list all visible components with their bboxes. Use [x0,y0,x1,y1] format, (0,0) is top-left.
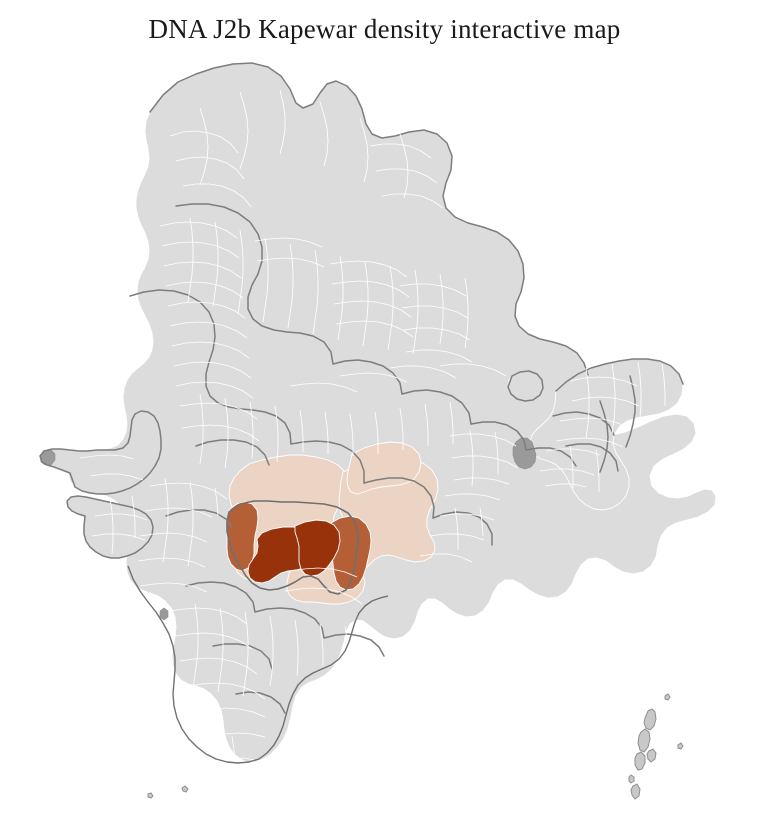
map-canvas[interactable] [0,46,769,815]
india-density-map[interactable] [0,46,769,815]
island-groups [147,693,684,800]
sundarbans-delta [512,437,537,470]
density-layer-high[interactable] [247,519,341,584]
andaman-nicobar-islands [628,693,684,800]
low-density-region-northeast[interactable] [346,441,422,495]
cluster-boundary [226,500,359,595]
page-title: DNA J2b Kapewar density interactive map [148,14,621,44]
density-layer-medium[interactable] [226,501,372,591]
konkan-dark-patch [159,607,169,621]
high-density-core-east[interactable] [294,519,341,577]
district-boundaries [79,89,666,763]
lakshadweep-islands [147,785,189,799]
highlight-cluster-outline [226,500,359,595]
coastline [127,565,389,764]
state-boundaries [39,62,684,714]
